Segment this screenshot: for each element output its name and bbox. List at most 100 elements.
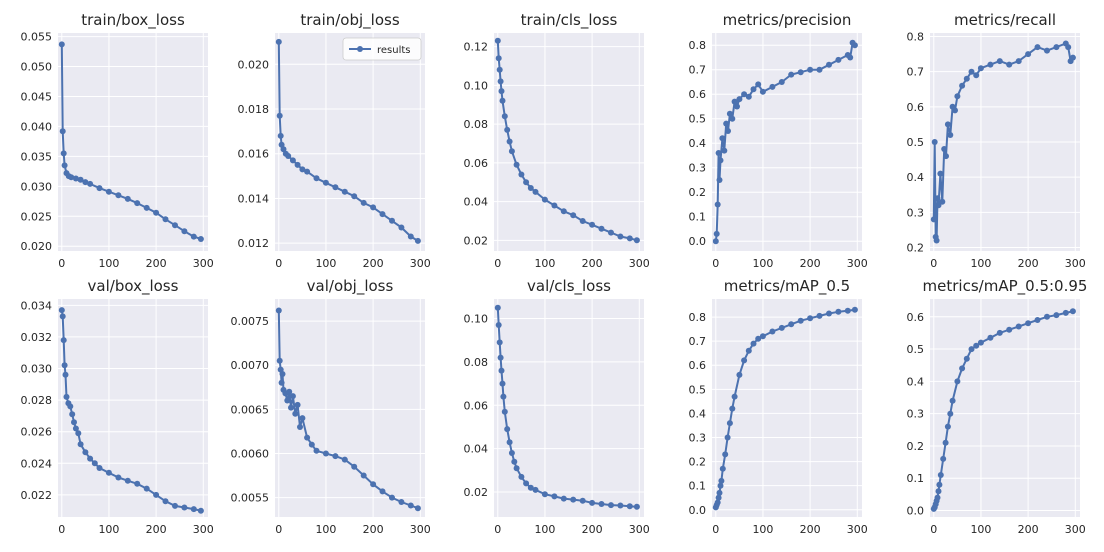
data-point: [726, 110, 733, 117]
data-point: [745, 93, 752, 100]
data-point: [954, 378, 961, 385]
x-tick-label: 300: [410, 523, 431, 536]
data-point: [987, 61, 994, 68]
data-point: [579, 218, 586, 224]
data-point: [570, 212, 577, 219]
data-point: [370, 204, 377, 211]
data-point: [715, 150, 722, 156]
y-tick-label: 0.5: [689, 383, 707, 396]
y-tick-label: 0.3: [907, 206, 925, 219]
data-point: [713, 230, 720, 237]
x-tick-label: 200: [1018, 523, 1039, 536]
data-point: [633, 237, 640, 244]
data-point: [398, 224, 405, 231]
data-point: [494, 37, 501, 44]
data-point: [414, 237, 421, 244]
data-point: [407, 233, 414, 240]
data-point: [504, 126, 511, 133]
data-point: [500, 393, 507, 400]
data-point: [105, 469, 112, 476]
data-point: [162, 498, 169, 505]
data-point: [541, 491, 548, 498]
y-tick-label: 0.1: [689, 211, 707, 224]
x-tick-label: 300: [847, 257, 868, 270]
data-point: [608, 229, 614, 236]
data-point: [617, 233, 624, 240]
data-point: [1062, 309, 1069, 316]
data-point: [172, 222, 178, 229]
data-point: [275, 307, 282, 314]
data-point: [769, 328, 776, 335]
data-point: [939, 198, 946, 205]
y-tick-label: 0.2: [907, 440, 925, 453]
data-point: [134, 480, 141, 487]
data-point: [947, 410, 954, 417]
data-point: [716, 177, 723, 183]
plot-area: [494, 33, 644, 251]
data-point: [82, 449, 89, 456]
data-point: [835, 308, 842, 315]
legend-box: [342, 37, 422, 61]
plot-area: [930, 299, 1080, 517]
y-tick-label: 0.040: [21, 120, 53, 133]
data-point: [826, 310, 832, 317]
plot-area: [58, 33, 208, 251]
y-tick-label: 0.5: [689, 113, 707, 126]
y-tick-label: 0.4: [907, 375, 925, 388]
data-point: [96, 185, 103, 192]
data-point: [937, 170, 944, 177]
y-tick-label: 0.2: [689, 456, 707, 469]
y-tick-label: 0.2: [689, 186, 707, 199]
data-point: [807, 315, 814, 322]
y-tick-label: 0.5: [907, 343, 925, 356]
y-tick-label: 0.06: [464, 399, 489, 412]
data-point: [370, 481, 377, 488]
data-point: [973, 72, 980, 79]
data-point: [299, 166, 306, 173]
x-tick-label: 100: [98, 523, 119, 536]
y-tick-label: 0.06: [464, 157, 489, 170]
data-point: [551, 493, 558, 500]
x-tick-label: 200: [582, 523, 603, 536]
data-point: [987, 334, 994, 341]
x-tick-label: 0: [712, 523, 719, 536]
data-point: [61, 362, 68, 369]
data-point: [58, 307, 65, 314]
y-tick-label: 0.016: [238, 148, 270, 161]
subplot-title: val/box_loss: [88, 277, 179, 296]
x-tick-label: 100: [752, 523, 773, 536]
data-point: [935, 202, 942, 209]
data-point: [963, 75, 970, 82]
data-point: [134, 200, 141, 207]
x-tick-label: 200: [1018, 257, 1039, 270]
data-point: [532, 188, 539, 195]
data-point: [523, 480, 530, 487]
subplot-title: metrics/mAP_0.5: [724, 277, 850, 296]
data-point: [289, 393, 296, 400]
data-point: [398, 499, 405, 505]
y-tick-label: 0.0060: [231, 447, 270, 460]
data-point: [717, 157, 724, 164]
x-tick-label: 0: [494, 523, 501, 536]
data-point: [722, 451, 729, 458]
data-point: [954, 93, 961, 100]
data-point: [570, 496, 577, 503]
data-point: [506, 439, 513, 446]
y-tick-label: 0.04: [464, 196, 489, 209]
data-point: [190, 233, 197, 240]
data-point: [495, 322, 502, 328]
data-point: [308, 441, 315, 448]
data-point: [284, 397, 291, 404]
x-tick-label: 200: [146, 523, 167, 536]
data-point: [750, 340, 757, 347]
data-point: [1069, 54, 1076, 61]
data-point: [721, 147, 728, 154]
data-point: [541, 196, 548, 203]
series-line: [496, 307, 637, 508]
x-tick-label: 0: [712, 257, 719, 270]
x-tick-label: 100: [315, 257, 336, 270]
x-tick-label: 300: [629, 257, 650, 270]
data-point: [276, 112, 283, 119]
y-tick-label: 0.7: [689, 64, 707, 77]
plot-area: [712, 33, 862, 251]
